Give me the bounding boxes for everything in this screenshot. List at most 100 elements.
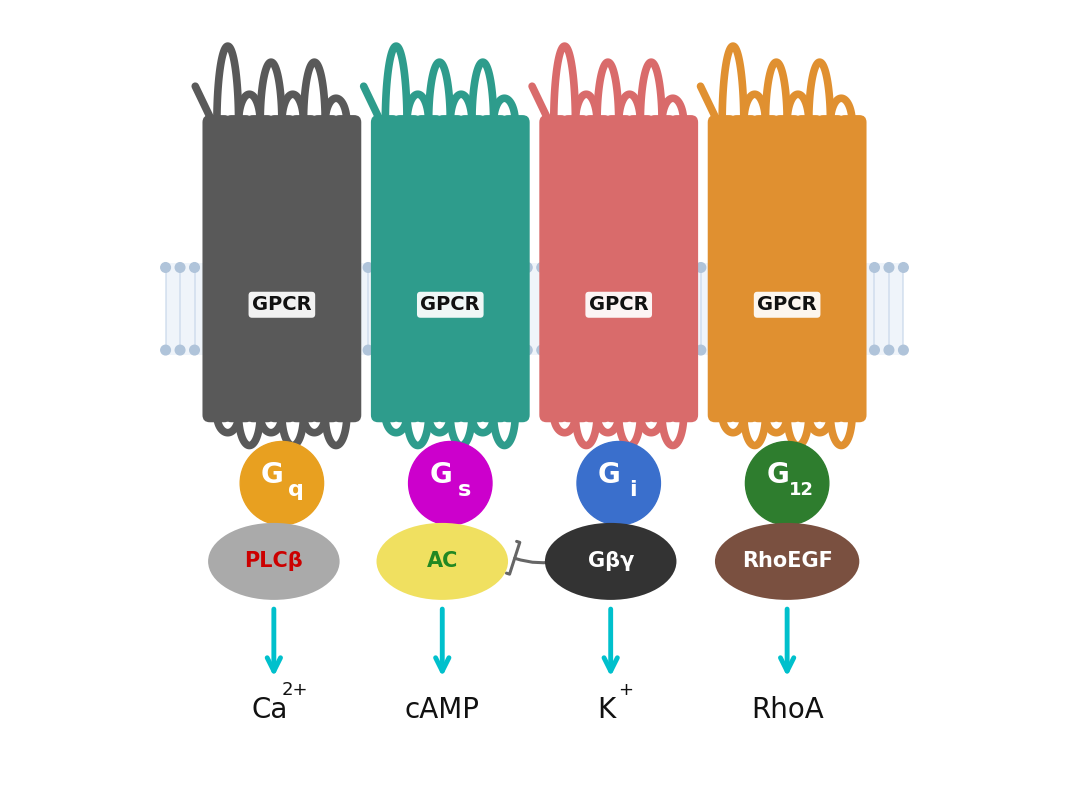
Circle shape xyxy=(711,345,721,354)
Circle shape xyxy=(840,345,850,354)
Text: K: K xyxy=(598,696,616,723)
Circle shape xyxy=(277,345,286,354)
Circle shape xyxy=(870,345,880,354)
Text: G: G xyxy=(598,461,620,489)
FancyBboxPatch shape xyxy=(289,115,317,423)
FancyBboxPatch shape xyxy=(414,115,443,423)
Circle shape xyxy=(494,263,503,273)
Circle shape xyxy=(348,263,358,273)
Circle shape xyxy=(623,263,633,273)
Circle shape xyxy=(175,263,185,273)
Circle shape xyxy=(175,345,185,354)
FancyBboxPatch shape xyxy=(500,115,529,423)
Circle shape xyxy=(638,263,648,273)
FancyBboxPatch shape xyxy=(202,115,231,423)
Circle shape xyxy=(248,263,258,273)
Text: RhoA: RhoA xyxy=(750,696,823,723)
Circle shape xyxy=(566,345,575,354)
Circle shape xyxy=(335,263,344,273)
FancyBboxPatch shape xyxy=(752,115,780,423)
Circle shape xyxy=(826,345,836,354)
Circle shape xyxy=(160,263,170,273)
Text: Gβγ: Gβγ xyxy=(588,552,634,571)
Bar xyxy=(166,263,903,354)
FancyBboxPatch shape xyxy=(311,115,340,423)
FancyBboxPatch shape xyxy=(648,115,677,423)
Circle shape xyxy=(740,263,749,273)
Text: GPCR: GPCR xyxy=(252,295,312,314)
Circle shape xyxy=(797,263,807,273)
Text: GPCR: GPCR xyxy=(757,295,817,314)
Circle shape xyxy=(594,263,604,273)
Ellipse shape xyxy=(208,523,340,600)
Circle shape xyxy=(870,263,880,273)
Circle shape xyxy=(783,263,792,273)
Circle shape xyxy=(566,263,575,273)
Circle shape xyxy=(160,345,170,354)
Circle shape xyxy=(855,345,865,354)
Circle shape xyxy=(306,345,315,354)
Text: Ca: Ca xyxy=(251,696,288,723)
Circle shape xyxy=(638,345,648,354)
FancyBboxPatch shape xyxy=(583,115,611,423)
Circle shape xyxy=(450,263,460,273)
Circle shape xyxy=(884,345,894,354)
Circle shape xyxy=(406,263,416,273)
FancyBboxPatch shape xyxy=(729,115,758,423)
FancyBboxPatch shape xyxy=(816,115,845,423)
Circle shape xyxy=(248,345,258,354)
Circle shape xyxy=(580,263,590,273)
Circle shape xyxy=(537,263,546,273)
Circle shape xyxy=(725,345,734,354)
Ellipse shape xyxy=(715,523,859,600)
Circle shape xyxy=(233,263,243,273)
Circle shape xyxy=(363,263,373,273)
FancyBboxPatch shape xyxy=(773,115,802,423)
Text: 2+: 2+ xyxy=(281,681,308,699)
Text: s: s xyxy=(459,480,471,500)
Circle shape xyxy=(523,263,532,273)
Circle shape xyxy=(840,263,850,273)
Circle shape xyxy=(377,345,387,354)
Circle shape xyxy=(811,263,821,273)
Circle shape xyxy=(363,345,373,354)
Circle shape xyxy=(577,441,661,525)
Circle shape xyxy=(219,263,229,273)
Circle shape xyxy=(189,263,199,273)
Circle shape xyxy=(696,263,706,273)
FancyBboxPatch shape xyxy=(392,115,421,423)
Circle shape xyxy=(667,263,677,273)
Circle shape xyxy=(594,345,604,354)
Circle shape xyxy=(783,345,792,354)
Circle shape xyxy=(436,345,446,354)
Text: PLCβ: PLCβ xyxy=(245,552,304,571)
Text: +: + xyxy=(618,681,633,699)
Circle shape xyxy=(465,345,475,354)
Circle shape xyxy=(667,345,677,354)
Circle shape xyxy=(609,263,619,273)
FancyBboxPatch shape xyxy=(436,115,465,423)
FancyBboxPatch shape xyxy=(626,115,655,423)
Circle shape xyxy=(320,263,329,273)
Circle shape xyxy=(291,345,300,354)
Circle shape xyxy=(277,263,286,273)
Circle shape xyxy=(291,263,300,273)
Text: RhoEGF: RhoEGF xyxy=(742,552,833,571)
Circle shape xyxy=(552,345,561,354)
Circle shape xyxy=(899,263,909,273)
Circle shape xyxy=(855,263,865,273)
Circle shape xyxy=(552,263,561,273)
Circle shape xyxy=(189,345,199,354)
Circle shape xyxy=(436,263,446,273)
FancyBboxPatch shape xyxy=(708,115,737,423)
Circle shape xyxy=(392,263,402,273)
FancyBboxPatch shape xyxy=(224,115,253,423)
Text: i: i xyxy=(630,480,637,500)
Circle shape xyxy=(609,345,619,354)
FancyBboxPatch shape xyxy=(458,115,486,423)
Circle shape xyxy=(754,345,763,354)
Circle shape xyxy=(479,263,489,273)
Circle shape xyxy=(653,263,663,273)
Ellipse shape xyxy=(545,523,677,600)
Text: GPCR: GPCR xyxy=(589,295,649,314)
